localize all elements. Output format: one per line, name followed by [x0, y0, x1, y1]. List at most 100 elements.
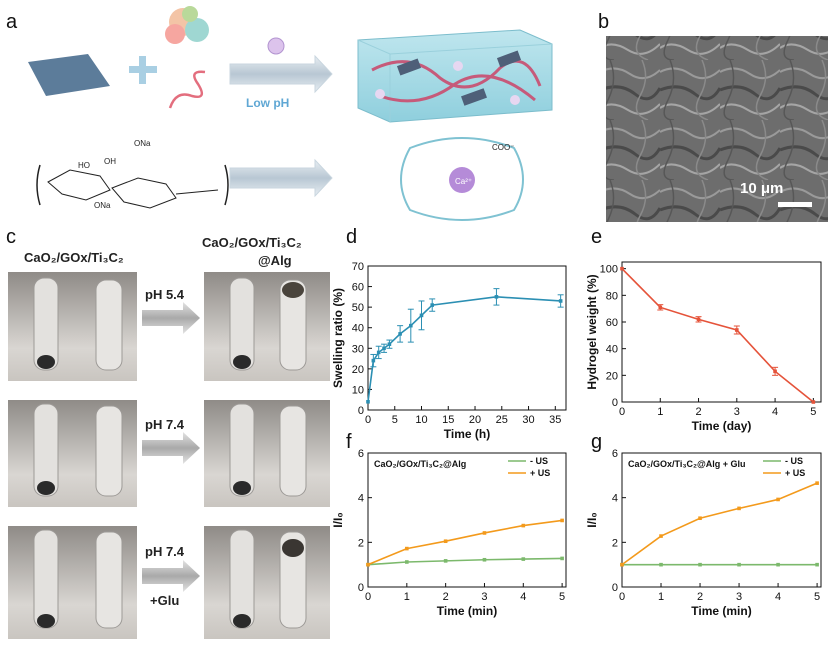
data-point — [696, 317, 701, 322]
data-point — [398, 332, 402, 336]
arrow-label-ph74-glu-line2: +Glu — [150, 593, 179, 608]
chart-title: CaO₂/GOx/Ti₃C₂@Alg + Glu — [628, 459, 746, 469]
arrow-label-ph54: pH 5.4 — [145, 287, 185, 302]
tube-photo-row-2 — [8, 400, 330, 507]
chart-release-alg: 0 1 2 3 4 5 0 2 4 6 Time (min) I/I₀ CaO₂/GOx/Ti₃C₂@A… — [331, 448, 567, 618]
x-tick-label: 5 — [814, 591, 820, 603]
ona-bottom-label: ONa — [94, 201, 111, 210]
data-point — [776, 562, 780, 567]
data-point — [560, 518, 564, 523]
legend-label: - US — [530, 456, 548, 466]
y-tick-label: 0 — [358, 582, 364, 594]
x-axis-label: Time (min) — [691, 604, 751, 618]
panel-label-a: a — [6, 11, 18, 33]
y-tick-label: 70 — [352, 261, 364, 273]
data-point — [430, 303, 435, 307]
data-point — [815, 562, 819, 567]
data-point — [366, 562, 370, 567]
data-point — [737, 506, 741, 511]
calcium-sphere-icon — [267, 37, 285, 55]
data-point — [376, 350, 381, 355]
x-tick-label: 35 — [549, 414, 561, 426]
right-title-line1: CaO₂/GOx/Ti₃C₂ — [202, 235, 302, 250]
x-tick-label: 1 — [658, 591, 664, 603]
tube-photo-row-1 — [8, 272, 330, 381]
plot-frame — [621, 261, 822, 403]
data-point — [558, 299, 563, 303]
x-tick-label: 4 — [772, 406, 778, 418]
data-point — [620, 562, 624, 567]
x-tick-label: 30 — [522, 414, 534, 426]
y-tick-label: 100 — [600, 264, 618, 276]
mxene-sheet-icon — [28, 54, 110, 96]
egg-box-structure: Ca²⁺ COO⁻ — [400, 137, 524, 221]
y-tick-label: 2 — [612, 537, 618, 549]
series-line — [621, 268, 814, 403]
x-tick-label: 20 — [469, 414, 481, 426]
y-tick-label: 50 — [352, 302, 364, 314]
sem-image — [606, 36, 828, 222]
y-axis-label: Swelling ratio (%) — [331, 288, 345, 388]
data-point — [443, 559, 448, 563]
data-point — [620, 266, 624, 271]
y-tick-label: 60 — [606, 317, 618, 329]
legend-label: + US — [530, 468, 550, 478]
data-point — [494, 295, 499, 299]
y-tick-label: 60 — [352, 282, 364, 294]
panel-label-e: e — [591, 226, 602, 248]
plus-icon — [129, 56, 157, 84]
y-tick-label: 0 — [612, 397, 618, 409]
series-line-minus-us — [367, 557, 563, 566]
arrow-icon — [229, 158, 333, 198]
panel-label-c: c — [6, 226, 16, 248]
x-tick-label: 5 — [559, 591, 565, 603]
series-line — [367, 296, 561, 402]
plot-frame — [621, 452, 822, 588]
y-tick-label: 0 — [612, 582, 618, 594]
data-point — [521, 523, 526, 528]
x-tick-label: 0 — [619, 406, 625, 418]
data-point — [815, 481, 819, 485]
data-point — [387, 342, 392, 346]
panel-b: b 10 μm — [598, 11, 828, 222]
data-point — [382, 346, 386, 351]
y-tick-label: 4 — [612, 493, 618, 505]
data-point — [737, 562, 741, 567]
x-tick-label: 5 — [810, 406, 816, 418]
ho-label: HO — [78, 161, 90, 170]
calcium-ion-icon — [449, 167, 475, 193]
x-axis-label: Time (h) — [444, 427, 490, 441]
hydrogel-block-icon — [357, 29, 553, 123]
x-tick-label: 10 — [415, 414, 427, 426]
x-tick-label: 15 — [442, 414, 454, 426]
plot-frame — [367, 452, 567, 588]
x-tick-label: 0 — [365, 591, 371, 603]
data-point — [811, 400, 816, 404]
y-tick-label: 20 — [352, 364, 364, 376]
coo-label: COO⁻ — [492, 143, 514, 152]
ona-top-label: ONa — [134, 139, 151, 148]
data-point — [659, 534, 663, 538]
data-point — [560, 556, 564, 561]
y-axis-label: I/I₀ — [331, 512, 345, 527]
plot-frame — [367, 265, 567, 411]
arrow-icon — [142, 560, 200, 592]
x-tick-label: 2 — [443, 591, 449, 603]
data-point — [698, 516, 702, 521]
data-point — [659, 562, 663, 567]
data-point — [482, 557, 487, 562]
y-tick-label: 30 — [352, 343, 364, 355]
data-point — [698, 562, 702, 567]
x-tick-label: 25 — [496, 414, 508, 426]
x-axis-label: Time (day) — [692, 419, 752, 433]
panel-a: a Low pH — [6, 6, 553, 221]
y-tick-label: 10 — [352, 384, 364, 396]
x-axis-label: Time (min) — [437, 604, 497, 618]
data-point — [773, 369, 777, 374]
y-tick-label: 6 — [612, 448, 618, 460]
arrow-label-ph74: pH 7.4 — [145, 417, 185, 432]
chart-release-alg-glu: 0 1 2 3 4 5 0 2 4 6 Time (min) I/I₀ CaO₂/GOx/Ti₃C₂@A… — [585, 448, 822, 618]
series-line-plus-us — [367, 519, 563, 566]
y-axis-label: Hydrogel weight (%) — [585, 274, 599, 389]
